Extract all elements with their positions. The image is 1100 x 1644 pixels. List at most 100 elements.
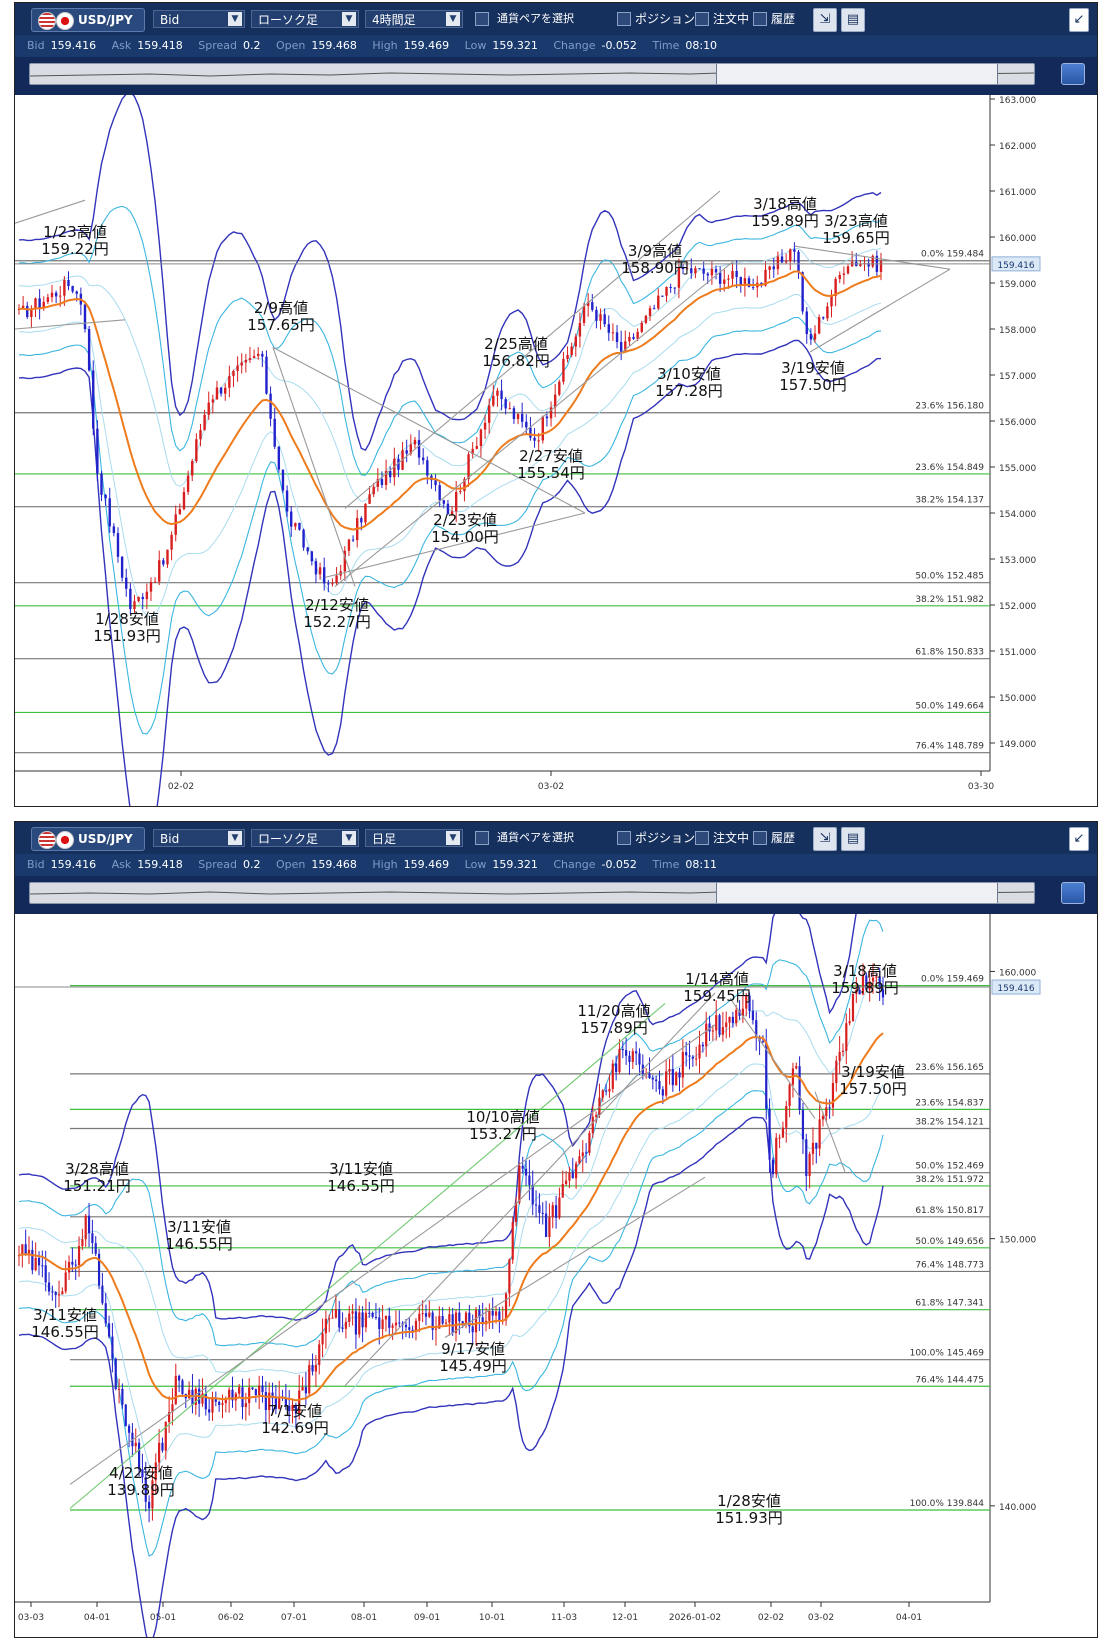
candle-down — [47, 1282, 51, 1292]
candle-down — [104, 1303, 107, 1324]
candle-up — [494, 1311, 498, 1316]
candle-up — [244, 1403, 247, 1408]
candle-up — [258, 1385, 261, 1396]
y-tick-label: 159.000 — [999, 280, 1036, 290]
candle-up — [178, 509, 182, 515]
candle-up — [381, 1319, 384, 1330]
timeframe-select[interactable]: 4時間足 ▼ — [365, 10, 463, 28]
candle-up — [825, 1107, 828, 1117]
select-pair-label[interactable]: 通貨ペアを選択 — [497, 831, 574, 844]
candle-up — [789, 249, 792, 262]
annotation-value: 159.89円 — [751, 212, 819, 230]
expand-navigator-icon[interactable] — [1061, 882, 1085, 904]
candle-down — [747, 278, 751, 288]
chevron-down-icon: ▼ — [342, 831, 356, 845]
history-checkbox[interactable] — [753, 831, 767, 845]
orders-checkbox[interactable] — [695, 831, 709, 845]
candle-up — [203, 414, 206, 431]
candle-down — [688, 1055, 691, 1057]
candle-down — [92, 370, 95, 429]
candle-up — [537, 440, 540, 442]
candle-down — [755, 1020, 758, 1037]
chart-area: 160.000 150.000 140.000 03-03 04-01 05-01 06-0… — [15, 914, 1097, 1637]
candle-up — [228, 1389, 231, 1399]
candle-down — [107, 1323, 111, 1337]
candle-up — [186, 475, 190, 492]
select-pair-checkbox[interactable] — [475, 12, 489, 26]
chart-settings-icon[interactable]: ⇲ — [813, 8, 837, 32]
candle-down — [214, 1397, 217, 1402]
bollinger-inner-line-upper — [18, 247, 882, 503]
orders-checkbox[interactable] — [695, 12, 709, 26]
candle-up — [414, 1320, 418, 1332]
chart-settings-icon[interactable]: ⇲ — [813, 827, 837, 851]
chart-list-icon[interactable]: ▤ — [841, 827, 865, 851]
candle-down — [865, 975, 868, 990]
candle-up — [224, 1398, 227, 1404]
history-checkbox[interactable] — [753, 12, 767, 26]
currency-pair-button[interactable]: USD/JPY — [31, 827, 145, 851]
candle-up — [778, 1137, 781, 1139]
annotation-value: 153.27円 — [469, 1125, 537, 1143]
chart-list-icon[interactable]: ▤ — [841, 8, 865, 32]
candle-down — [114, 1358, 117, 1389]
chart-type-select[interactable]: ローソク足 ▼ — [251, 829, 359, 847]
navigator-selection-handle[interactable] — [716, 883, 998, 903]
candle-up — [137, 596, 140, 602]
candle-up — [154, 1462, 157, 1481]
timeframe-select[interactable]: 日足 ▼ — [365, 829, 463, 847]
price-type-select[interactable]: Bid ▼ — [153, 829, 245, 847]
expand-navigator-icon[interactable] — [1061, 63, 1085, 85]
candle-down — [120, 556, 124, 578]
candle-up — [248, 358, 252, 360]
candle-down — [351, 539, 355, 541]
chart-type-select[interactable]: ローソク足 ▼ — [251, 10, 359, 28]
x-tick-label: 04-01 — [896, 1613, 922, 1623]
candle-up — [364, 503, 367, 523]
candle-down — [311, 1365, 314, 1372]
candle-up — [343, 550, 347, 572]
candle-up — [764, 269, 767, 286]
candle-up — [67, 1261, 71, 1273]
candle-down — [801, 1109, 805, 1140]
candle-down — [162, 560, 165, 565]
select-pair-checkbox[interactable] — [475, 831, 489, 845]
candle-up — [194, 1388, 197, 1406]
position-checkbox[interactable] — [617, 831, 631, 845]
fibonacci-label: 38.2% 154.137 — [915, 496, 984, 506]
candle-down — [661, 295, 664, 297]
candle-down — [772, 266, 775, 270]
candle-up — [601, 1090, 604, 1098]
candle-up — [855, 989, 858, 994]
candle-up — [50, 292, 54, 298]
candle-down — [478, 1310, 481, 1318]
candle-up — [21, 1244, 24, 1256]
candle-down — [605, 1090, 608, 1092]
candle-up — [578, 1156, 581, 1164]
collapse-arrow-icon[interactable]: ↙ — [1069, 8, 1089, 32]
currency-pair-button[interactable]: USD/JPY — [31, 8, 145, 32]
trend-line — [324, 512, 586, 578]
select-pair-label[interactable]: 通貨ペアを選択 — [497, 12, 574, 25]
position-checkbox[interactable] — [617, 12, 631, 26]
y-tick-label: 149.000 — [999, 740, 1036, 750]
low-value: 159.321 — [492, 858, 538, 871]
navigator-scrollbar[interactable] — [29, 63, 1035, 85]
candle-up — [694, 268, 697, 274]
candle-down — [273, 418, 276, 447]
x-tick-label: 05-01 — [150, 1613, 176, 1623]
candle-up — [558, 381, 561, 395]
bollinger-outer-line-upper — [18, 914, 857, 1321]
candle-up — [479, 429, 483, 447]
candle-up — [741, 1008, 744, 1016]
navigator-selection-handle[interactable] — [716, 64, 998, 84]
y-tick-label: 160.000 — [999, 968, 1036, 978]
candle-up — [331, 1317, 334, 1319]
navigator-scrollbar[interactable] — [29, 882, 1035, 904]
candle-up — [34, 298, 37, 310]
candle-up — [438, 1316, 441, 1329]
price-type-select[interactable]: Bid ▼ — [153, 10, 245, 28]
collapse-arrow-icon[interactable]: ↙ — [1069, 827, 1089, 851]
candle-down — [714, 269, 718, 273]
candle-down — [529, 427, 532, 438]
